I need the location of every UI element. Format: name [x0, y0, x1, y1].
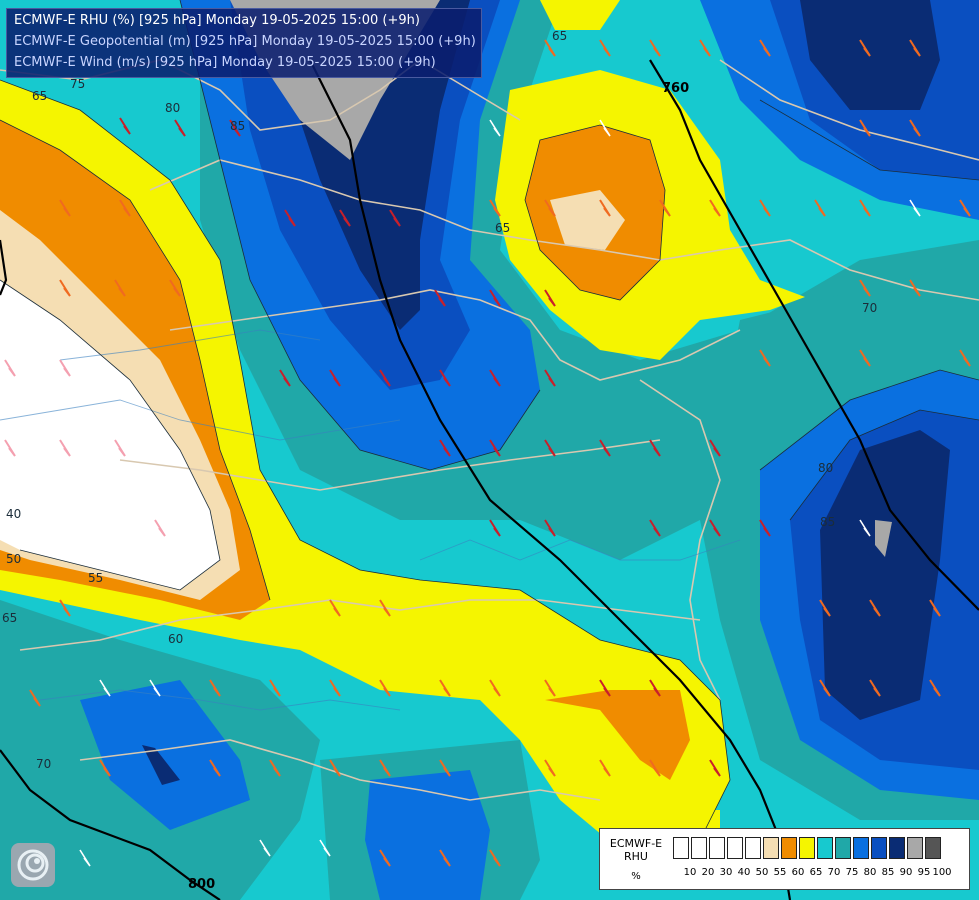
- rhu-contours: [0, 0, 979, 841]
- legend-tick-label: 95: [917, 867, 931, 878]
- legend-swatch: [817, 837, 833, 859]
- geopotential-label: 760: [662, 81, 689, 96]
- rivers: [0, 329, 741, 711]
- contour-label: 60: [168, 632, 183, 646]
- legend-title: ECMWF-E RHU: [604, 837, 668, 863]
- ecmwf-swirl-logo-icon: [11, 843, 55, 887]
- legend-tick-label: 40: [737, 867, 751, 878]
- geopotential-label: 800: [188, 877, 215, 892]
- contour-label: 70: [36, 757, 51, 771]
- legend-swatch: [799, 837, 815, 859]
- contour-label: 65: [2, 611, 17, 625]
- legend-tick-label: 80: [863, 867, 877, 878]
- rhu-region-60-west: [0, 80, 730, 850]
- contour-label: 40: [6, 507, 21, 521]
- legend-tick-label: 100: [932, 867, 952, 878]
- legend-tick-label: 85: [881, 867, 895, 878]
- legend-swatch: [709, 837, 725, 859]
- wind-barbs: [4, 39, 971, 867]
- contour-label: 85: [820, 515, 835, 529]
- rhu-region-80-south: [365, 770, 490, 900]
- legend-unit: %: [631, 871, 641, 882]
- contour-label: 65: [552, 29, 567, 43]
- legend-title-model: ECMWF-E: [609, 837, 663, 850]
- legend-swatch: [907, 837, 923, 859]
- title-panel: ECMWF-E RHU (%) [925 hPa] Monday 19-05-2…: [6, 8, 482, 78]
- legend-swatch: [781, 837, 797, 859]
- legend-tick-label: 90: [899, 867, 913, 878]
- geopotential-isolines: [0, 59, 979, 900]
- legend-ticks: 10 20 30 40 50 55 60 65 70 75 80 85 90 95 100: [673, 867, 969, 881]
- contour-label: 55: [88, 571, 103, 585]
- rhu-legend: ECMWF-E RHU % 10 20 30 40 50 55 60 65 70 75 80 85 90…: [599, 828, 970, 890]
- legend-title-variable: RHU: [624, 850, 648, 863]
- wind-title: ECMWF-E Wind (m/s) [925 hPa] Monday 19-0…: [14, 55, 436, 70]
- contour-label: 85: [230, 119, 245, 133]
- rhu-contour-labels: 65 75 80 85 65 65 70 80 85 40 50 55 65 6…: [2, 29, 877, 771]
- rhu-region-90-east: [820, 430, 950, 720]
- rhu-region-below-50-west: [0, 280, 220, 590]
- rhu-title: ECMWF-E RHU (%) [925 hPa] Monday 19-05-2…: [14, 13, 420, 28]
- legend-swatch: [925, 837, 941, 859]
- legend-swatch: [727, 837, 743, 859]
- legend-swatch: [691, 837, 707, 859]
- contour-label: 70: [862, 301, 877, 315]
- rhu-region-60-top: [540, 0, 620, 30]
- geopotential-labels: 760 800: [188, 81, 689, 892]
- contour-label: 65: [495, 221, 510, 235]
- legend-swatch: [871, 837, 887, 859]
- legend-tick-label: 55: [773, 867, 787, 878]
- rhu-region-90-sw-small: [142, 745, 180, 785]
- legend-swatch: [745, 837, 761, 859]
- rhu-region-80-southwest: [80, 680, 250, 830]
- contour-label: 80: [818, 461, 833, 475]
- rhu-region-50-north-center: [550, 190, 625, 250]
- rhu-region-55-south: [545, 690, 690, 780]
- legend-swatch: [853, 837, 869, 859]
- legend-tick-label: 70: [827, 867, 841, 878]
- geopotential-title: ECMWF-E Geopotential (m) [925 hPa] Monda…: [14, 34, 476, 49]
- legend-tick-label: 30: [719, 867, 733, 878]
- legend-swatch: [889, 837, 905, 859]
- legend-swatch: [673, 837, 689, 859]
- legend-tick-label: 20: [701, 867, 715, 878]
- contour-label: 75: [70, 77, 85, 91]
- legend-tick-label: 75: [845, 867, 859, 878]
- contour-label: 50: [6, 552, 21, 566]
- legend-tick-label: 65: [809, 867, 823, 878]
- contour-label: 80: [165, 101, 180, 115]
- contour-label: 65: [32, 89, 47, 103]
- legend-tick-label: 60: [791, 867, 805, 878]
- legend-tick-label: 50: [755, 867, 769, 878]
- legend-tick-label: 10: [683, 867, 697, 878]
- legend-swatches: [673, 837, 943, 859]
- legend-swatch: [835, 837, 851, 859]
- rhu-region-95-east-small: [875, 520, 892, 557]
- legend-swatch: [763, 837, 779, 859]
